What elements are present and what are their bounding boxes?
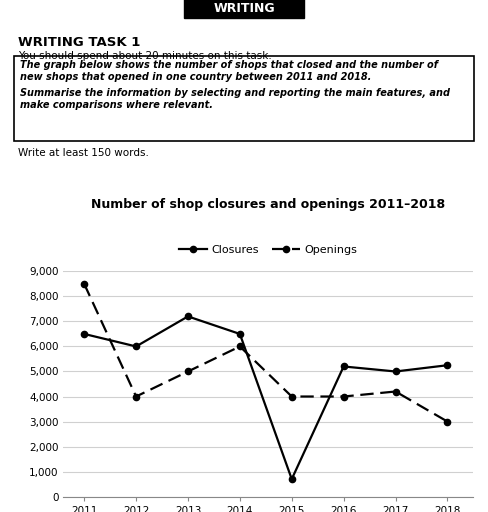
Legend: Closures, Openings: Closures, Openings — [175, 241, 362, 260]
Text: WRITING: WRITING — [213, 2, 275, 14]
Text: You should spend about 20 minutes on this task.: You should spend about 20 minutes on thi… — [18, 51, 272, 61]
Text: Summarise the information by selecting and reporting the main features, and: Summarise the information by selecting a… — [20, 88, 450, 98]
Bar — [184, 0, 304, 18]
FancyBboxPatch shape — [14, 56, 474, 141]
Text: Write at least 150 words.: Write at least 150 words. — [18, 148, 149, 158]
Text: make comparisons where relevant.: make comparisons where relevant. — [20, 100, 213, 110]
Text: Number of shop closures and openings 2011–2018: Number of shop closures and openings 201… — [91, 198, 446, 210]
Text: The graph below shows the number of shops that closed and the number of: The graph below shows the number of shop… — [20, 60, 438, 70]
Text: WRITING TASK 1: WRITING TASK 1 — [18, 36, 141, 49]
Text: new shops that opened in one country between 2011 and 2018.: new shops that opened in one country bet… — [20, 72, 371, 82]
